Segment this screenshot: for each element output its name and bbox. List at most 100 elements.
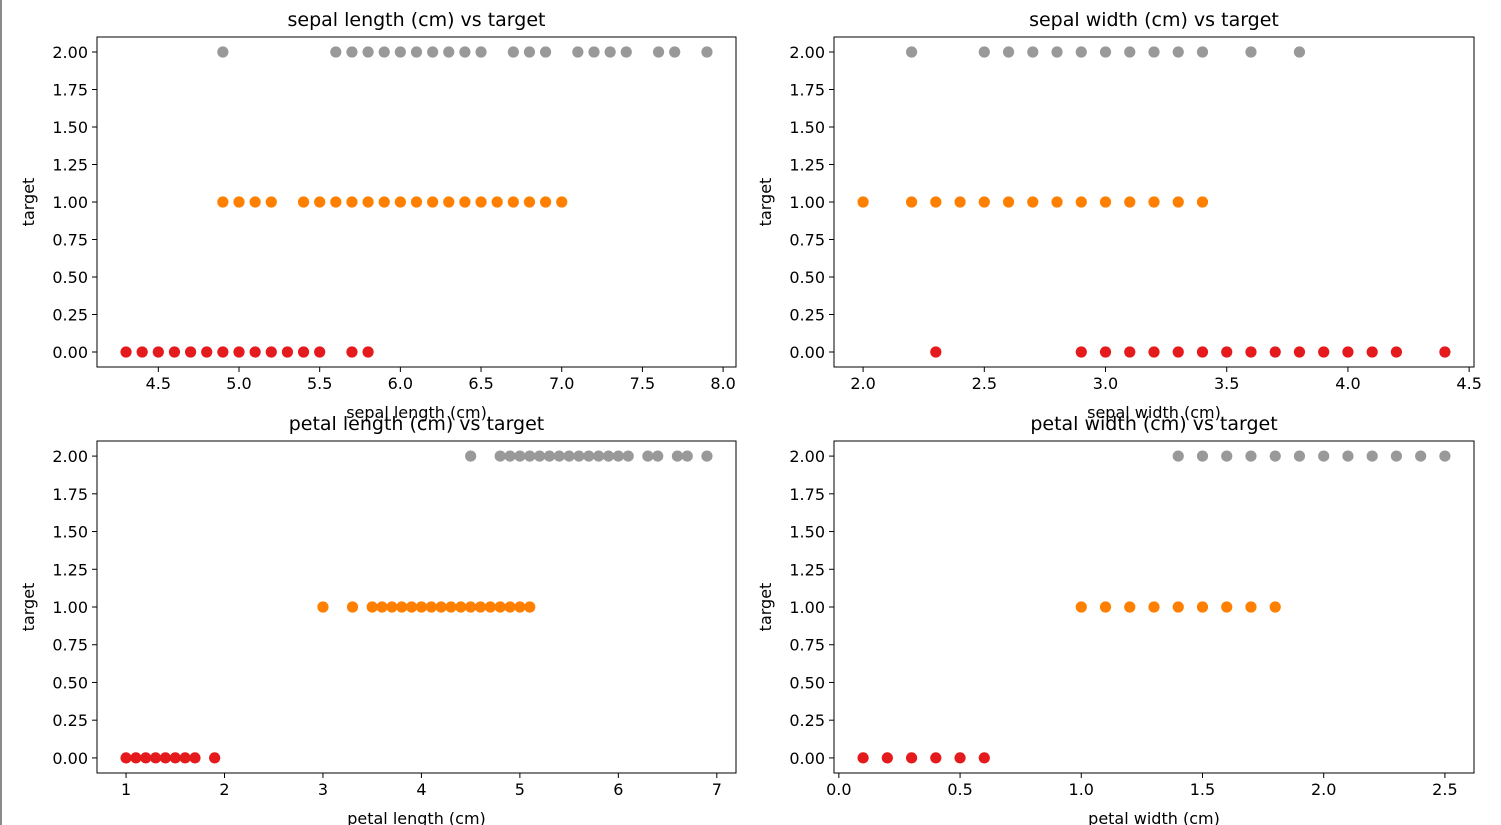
scatter-point-4-2-9	[1390, 450, 1403, 462]
scatter-point-2-2-9	[1172, 46, 1184, 58]
scatter-point-2-2-1	[978, 46, 990, 58]
scatter-point-1-2-5	[394, 46, 406, 58]
y-tick-label: 1.50	[789, 523, 825, 542]
scatter-point-2-2-2	[1002, 46, 1015, 58]
scatter-point-1-2-7	[427, 46, 439, 58]
scatter-point-1-1-18	[523, 196, 536, 208]
scatter-point-2-0-9	[1269, 346, 1281, 358]
scatter-point-1-0-8	[249, 346, 261, 358]
scatter-point-3-2-13	[612, 450, 624, 462]
x-tick-label: 6.0	[388, 374, 413, 393]
scatter-point-4-2-3	[1245, 450, 1257, 462]
scatter-point-3-2-2	[504, 450, 516, 462]
x-tick-label: 4.5	[1456, 374, 1481, 393]
subplot-title: sepal width (cm) vs target	[1029, 9, 1279, 31]
scatter-point-4-1-8	[1269, 601, 1281, 613]
scatter-point-4-2-2	[1221, 450, 1233, 462]
scatter-point-1-2-14	[572, 46, 584, 58]
scatter-point-1-0-3	[168, 346, 181, 358]
subplot-title: petal width (cm) vs target	[1030, 413, 1277, 435]
y-tick-label: 1.50	[789, 118, 825, 137]
scatter-point-3-1-1	[346, 601, 359, 613]
y-tick-label: 0.00	[52, 343, 88, 362]
scatter-point-3-0-3	[149, 752, 162, 764]
y-tick-label: 1.25	[789, 156, 825, 175]
y-tick-label: 0.25	[52, 306, 88, 325]
y-tick-label: 1.75	[52, 485, 88, 504]
x-tick-label: 1.0	[1069, 780, 1094, 799]
x-tick-label: 1	[121, 780, 131, 799]
x-axis-label: petal width (cm)	[1088, 809, 1220, 825]
scatter-point-2-2-3	[1027, 46, 1039, 58]
y-tick-label: 0.75	[52, 231, 88, 250]
scatter-point-4-0-1	[881, 752, 893, 764]
scatter-point-1-0-14	[362, 346, 374, 358]
y-tick-label: 0.50	[52, 268, 88, 287]
y-tick-label: 1.75	[789, 485, 825, 504]
scatter-point-3-1-6	[405, 601, 418, 613]
scatter-point-4-0-0	[857, 752, 869, 764]
scatter-point-3-2-10	[583, 450, 595, 462]
x-axis-label: sepal width (cm)	[1087, 403, 1221, 422]
scatter-point-3-1-18	[524, 601, 536, 613]
scatter-point-1-2-11	[507, 46, 519, 58]
window-left-edge	[0, 0, 2, 825]
x-tick-label: 2	[219, 780, 229, 799]
scatter-point-2-1-1	[905, 196, 918, 208]
scatter-point-1-0-9	[265, 346, 277, 358]
scatter-point-1-2-0	[217, 46, 229, 58]
scatter-point-2-0-7	[1221, 346, 1233, 358]
subplot-title: sepal length (cm) vs target	[288, 9, 546, 31]
x-axis-label: sepal length (cm)	[346, 403, 487, 422]
x-tick-label: 0.5	[947, 780, 972, 799]
y-tick-label: 0.25	[52, 711, 88, 730]
scatter-point-4-2-1	[1196, 450, 1209, 462]
scatter-point-3-0-4	[159, 752, 172, 764]
scatter-point-1-0-6	[217, 346, 229, 358]
scatter-point-3-2-16	[652, 450, 664, 462]
scatter-point-2-1-8	[1075, 196, 1087, 208]
scatter-point-4-2-8	[1366, 450, 1378, 462]
scatter-point-3-0-6	[179, 752, 191, 764]
y-tick-label: 1.00	[789, 193, 825, 212]
scatter-point-4-2-4	[1269, 450, 1281, 462]
y-tick-label: 0.75	[52, 636, 88, 655]
scatter-point-3-1-15	[494, 601, 506, 613]
scatter-point-3-1-9	[435, 601, 447, 613]
scatter-point-1-2-16	[604, 46, 616, 58]
subplot-1: 4.5 5.0 5.5 6.0 6.5 7.0 7.5 8.0 0.00 0.25 0.50 0.75…	[19, 9, 737, 422]
scatter-point-1-2-8	[443, 46, 455, 58]
x-tick-label: 2.0	[850, 374, 875, 393]
scatter-point-1-0-7	[233, 346, 245, 358]
scatter-point-2-0-13	[1366, 346, 1378, 358]
scatter-point-1-0-12	[314, 346, 326, 358]
scatter-point-1-0-1	[136, 346, 148, 358]
scatter-point-3-0-1	[130, 752, 142, 764]
scatter-point-1-0-5	[201, 346, 213, 358]
scatter-point-1-2-17	[620, 46, 632, 58]
scatter-point-3-2-0	[465, 450, 477, 462]
scatter-point-3-1-14	[484, 601, 496, 613]
scatter-point-1-2-2	[346, 46, 358, 58]
scatter-point-4-1-1	[1099, 601, 1112, 613]
scatter-point-3-0-7	[189, 752, 201, 764]
x-tick-label: 7	[712, 780, 722, 799]
scatter-point-2-2-6	[1099, 46, 1112, 58]
scatter-point-3-0-5	[169, 752, 181, 764]
scatter-point-1-2-9	[459, 46, 471, 58]
y-tick-label: 0.00	[789, 343, 825, 362]
scatter-point-4-1-7	[1245, 601, 1257, 613]
scatter-point-1-2-10	[475, 46, 487, 58]
y-tick-label: 0.75	[789, 231, 825, 250]
scatter-point-2-2-8	[1148, 46, 1160, 58]
scatter-point-4-1-6	[1221, 601, 1233, 613]
scatter-point-3-2-1	[494, 450, 506, 462]
y-tick-label: 0.50	[789, 673, 825, 692]
x-tick-label: 5.0	[226, 374, 251, 393]
y-tick-label: 0.75	[789, 636, 825, 655]
scatter-point-3-0-0	[120, 752, 132, 764]
scatter-point-3-2-7	[553, 450, 565, 462]
subplot-4: 0.0 0.5 1.0 1.5 2.0 2.5 0.00 0.25 0.50 0.75 1.00 1.…	[756, 413, 1475, 825]
y-tick-label: 0.25	[789, 306, 825, 325]
subplot-title: petal length (cm) vs target	[289, 413, 545, 435]
